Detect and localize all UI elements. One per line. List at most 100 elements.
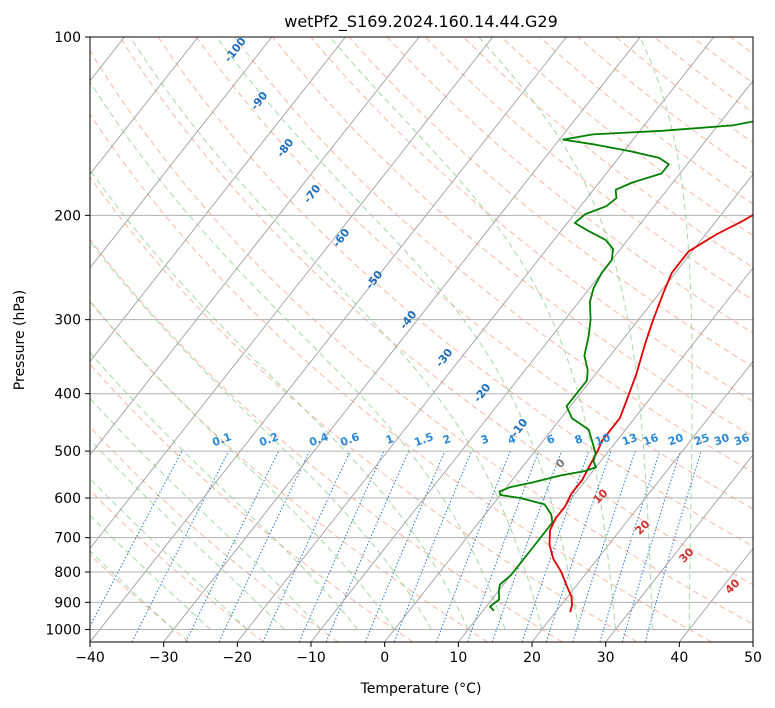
- mixing-ratio-label: 30: [712, 431, 731, 449]
- moist-adiabat: [329, 37, 617, 630]
- background-lines: [90, 10, 775, 642]
- mixing-ratio-label: 25: [692, 431, 711, 448]
- x-tick-label: −10: [296, 650, 326, 666]
- dry-adiabat: [653, 37, 753, 114]
- dry-adiabat: [577, 37, 753, 174]
- mixing-ratio-label: 0.4: [307, 430, 330, 449]
- mixing-ratio-label: 2: [441, 432, 453, 447]
- x-tick-label: −40: [75, 650, 105, 666]
- dry-adiabat: [615, 37, 753, 144]
- y-tick-label: 900: [54, 595, 81, 611]
- moist-adiabat: [90, 351, 359, 630]
- dry-adiabat: [233, 37, 753, 473]
- y-tick-label: 500: [54, 444, 81, 460]
- dry-adiabat-label: -60: [330, 226, 353, 250]
- isotherm-line: [90, 37, 568, 642]
- mixing-ratio-label: 8: [573, 432, 585, 447]
- plot-frame: [89, 36, 754, 643]
- mixing-ratio-line: [131, 450, 230, 642]
- dry-adiabat: [500, 37, 753, 237]
- x-tick-label: 50: [744, 650, 762, 666]
- mixing-ratio-line: [644, 450, 702, 642]
- x-tick-label: 40: [670, 650, 688, 666]
- x-tick-label: −20: [223, 650, 253, 666]
- isotherm-line: [310, 80, 753, 642]
- dry-adiabat: [386, 37, 753, 334]
- mixing-ratio-label: 36: [732, 431, 751, 449]
- mixing-ratio-line: [435, 450, 511, 642]
- dry-adiabat: [90, 176, 638, 642]
- mixing-ratio-label: 6: [545, 432, 557, 447]
- mixing-ratio-line: [218, 450, 310, 642]
- moist-adiabat-label: 0: [553, 456, 568, 471]
- mixing-ratio-label: 0.2: [257, 430, 280, 449]
- isotherm-line: [678, 547, 753, 642]
- y-tick-label: 100: [54, 30, 81, 46]
- dry-adiabat: [691, 37, 753, 84]
- mixing-ratio-label: 0.1: [210, 430, 233, 449]
- dry-adiabat: [90, 300, 488, 642]
- dry-adiabat: [90, 49, 753, 625]
- moist-adiabat: [90, 514, 211, 630]
- mixing-ratio-label: 3: [479, 432, 491, 447]
- mixing-ratio-line: [521, 450, 590, 642]
- temperature-line: [548, 213, 753, 613]
- mixing-ratio-label: 16: [641, 431, 660, 449]
- x-tick-label: −30: [149, 650, 179, 666]
- mixing-ratio-line: [491, 450, 563, 642]
- dry-adiabat: [539, 37, 753, 205]
- dry-adiabat: [119, 37, 753, 586]
- mixing-ratio-line: [90, 450, 183, 628]
- moist-adiabat: [639, 37, 693, 630]
- dry-adiabat-label: -30: [433, 346, 456, 370]
- pressure-gridlines: [90, 37, 753, 630]
- axis-ticks: −40 −30 −20 −10 0 10 20 30 40 5010020030040050060…: [45, 30, 762, 666]
- mixing-ratio-line: [467, 450, 540, 642]
- dry-adiabat: [90, 489, 264, 642]
- mixing-ratio-line: [364, 450, 446, 642]
- mixing-ratio-label: 1: [384, 432, 396, 447]
- isotherm-line: [90, 37, 347, 363]
- dry-adiabat: [424, 37, 753, 301]
- dry-adiabat: [462, 37, 753, 269]
- dry-adiabat: [90, 554, 190, 642]
- y-tick-label: 800: [54, 565, 81, 581]
- mixing-ratio-label: 1.5: [412, 430, 435, 449]
- dry-adiabat: [90, 238, 563, 642]
- isotherm-line: [531, 360, 753, 642]
- dry-adiabat: [195, 37, 753, 510]
- y-tick-label: 400: [54, 387, 81, 403]
- x-tick-label: 30: [597, 650, 615, 666]
- mixing-ratio-line: [393, 450, 472, 642]
- y-tick-label: 700: [54, 531, 81, 547]
- dry-adiabat: [272, 37, 753, 438]
- mixing-ratio-label: 4: [506, 432, 518, 447]
- moist-adiabat-label: 40: [723, 576, 743, 596]
- dry-adiabat: [729, 37, 753, 55]
- x-tick-label: 0: [380, 650, 389, 666]
- isotherm-line: [236, 37, 715, 642]
- dry-adiabat: [90, 113, 712, 642]
- isotherm-line: [457, 267, 753, 642]
- mixing-ratio-line: [185, 450, 280, 642]
- moist-adiabat: [90, 477, 248, 630]
- isotherm-line: [752, 641, 753, 642]
- y-axis-label: Pressure (hPa): [12, 290, 28, 390]
- moist-adiabat-label: 20: [633, 517, 653, 537]
- dry-adiabat-label: -20: [471, 381, 494, 405]
- x-axis-label: Temperature (°C): [360, 681, 482, 697]
- y-tick-label: 1000: [45, 622, 81, 638]
- dry-adiabat: [157, 37, 753, 548]
- mixing-ratio-line: [621, 450, 681, 642]
- mixing-ratio-line: [599, 450, 661, 642]
- y-tick-label: 300: [54, 313, 81, 329]
- dry-adiabat-label: -40: [397, 308, 420, 332]
- y-tick-label: 200: [54, 208, 81, 224]
- dry-adiabat: [733, 10, 775, 642]
- dry-adiabat: [770, 10, 775, 642]
- isotherm-line: [90, 37, 273, 269]
- chart-title: wetPf2_S169.2024.160.14.44.G29: [284, 12, 558, 32]
- isotherm-line: [384, 173, 753, 642]
- mixing-ratio-label: 13: [620, 431, 639, 448]
